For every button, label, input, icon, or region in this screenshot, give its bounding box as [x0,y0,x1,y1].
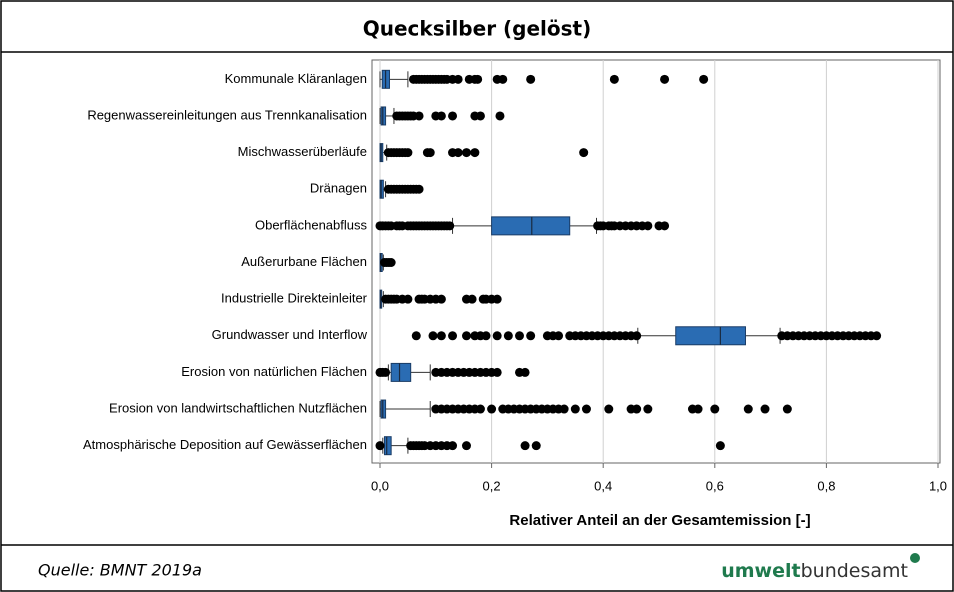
outlier [581,404,591,414]
outlier [782,404,792,414]
outlier [436,111,446,121]
outlier [526,74,536,84]
outlier [375,441,385,451]
outlier [425,148,435,158]
outlier [475,404,485,414]
logo: umweltbundesamt [721,560,908,582]
outlier [643,221,653,231]
outlier [448,111,458,121]
x-tick-label: 0,2 [483,478,501,493]
outlier [660,221,670,231]
outlier [492,331,502,341]
outlier [531,441,541,451]
box [383,436,392,456]
box [390,362,412,382]
outlier [475,111,485,121]
outlier [632,331,642,341]
y-tick-label: Außerurbane Flächen [241,254,367,269]
outlier [461,148,471,158]
outlier [693,404,703,414]
logo-regular: bundesamt [801,560,908,582]
x-axis-title: Relativer Anteil an der Gesamtemission [… [509,512,810,529]
outlier [498,74,508,84]
outlier [492,294,502,304]
outlier [461,441,471,451]
outlier [520,441,530,451]
outlier [760,404,770,414]
outlier [609,74,619,84]
outlier [445,221,455,231]
y-tick-label: Grundwasser und Interflow [212,327,368,342]
outlier [403,294,413,304]
outlier [467,294,477,304]
outlier [411,331,421,341]
outlier [643,404,653,414]
outlier [386,258,396,267]
outlier [436,331,446,341]
outlier [461,331,471,341]
outlier [604,404,614,414]
outlier [579,148,589,158]
outlier [632,404,642,414]
outlier [743,404,753,414]
box [491,216,571,236]
outlier [715,441,725,451]
outlier [699,74,709,84]
y-tick-label: Oberflächenabfluss [255,217,368,232]
outlier [554,331,564,341]
x-tick-label: 0,8 [817,478,835,493]
outlier [448,331,458,341]
outlier [872,331,882,341]
outlier [470,148,480,158]
outlier [436,294,446,304]
y-tick-label: Mischwasserüberläufe [238,144,367,159]
outlier [710,404,720,414]
y-tick-label: Dränagen [310,181,367,196]
outlier [520,367,530,377]
plot-area: 0,0 0,2 0,4 0,6 0,8 1,0 Kommunale Kläranlagen R… [83,59,947,493]
outlier [526,331,536,341]
outlier [559,404,569,414]
outlier [487,404,497,414]
outlier [414,184,424,194]
outlier [660,74,670,84]
x-tick-label: 0,4 [594,478,612,493]
y-tick-label: Atmosphärische Deposition auf Gewässerfl… [83,437,367,452]
outlier [503,331,513,341]
outlier [473,74,483,84]
y-tick-label: Kommunale Kläranlagen [225,71,367,86]
x-tick-label: 1,0 [929,478,947,493]
outlier [428,331,438,341]
outlier [403,148,413,158]
outlier [570,404,580,414]
outlier [448,441,458,451]
y-tick-label: Erosion von natürlichen Flächen [181,364,367,379]
outlier [453,74,463,84]
x-tick-label: 0,6 [706,478,724,493]
outlier [492,367,502,377]
plot-frame [371,59,941,464]
y-tick-label: Regenwassereinleitungen aus Trennkanalis… [87,107,367,122]
source: Quelle: BMNT 2019a [38,561,202,580]
logo-dot [910,553,920,563]
y-tick-label: Erosion von landwirtschaftlichen Nutzflä… [109,400,367,415]
chart-title: Quecksilber (gelöst) [363,17,592,41]
outlier [481,331,491,341]
outlier [414,111,424,121]
outlier [495,111,505,121]
outlier [515,331,524,341]
box [675,326,746,346]
outlier [381,367,391,377]
y-tick-label: Industrielle Direkteinleiter [221,291,368,306]
logo-bold: umwelt [721,560,800,582]
outlier [453,148,463,158]
x-tick-label: 0,0 [371,478,389,493]
